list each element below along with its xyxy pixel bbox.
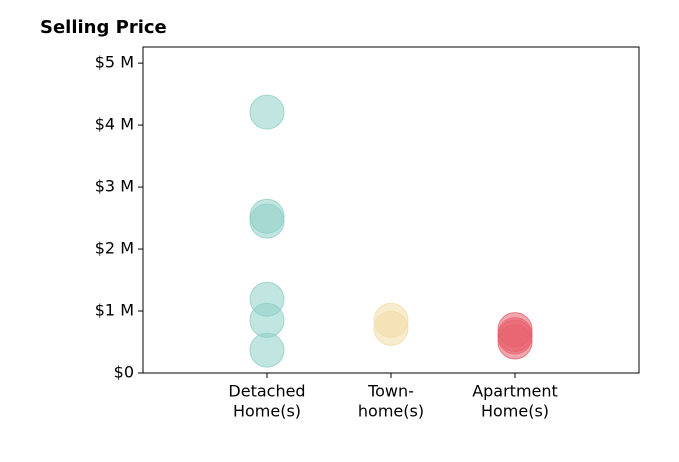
x-tick-label: Detached (228, 382, 305, 401)
x-tick-label: Town- (367, 382, 414, 401)
point (249, 302, 285, 338)
x-tick-label: home(s) (358, 402, 424, 421)
y-tick-label: $1 M (95, 301, 134, 320)
x-tick-label: Home(s) (481, 402, 549, 421)
x-tick-label: Apartment (472, 382, 558, 401)
point (249, 332, 285, 368)
x-tick-label: Home(s) (233, 402, 301, 421)
y-tick-label: $2 M (95, 239, 134, 258)
y-tick-label: $4 M (95, 115, 134, 134)
y-tick-label: $5 M (95, 53, 134, 72)
y-tick-label: $0 (114, 363, 134, 382)
point (497, 324, 533, 360)
chart-title: Selling Price (40, 17, 167, 38)
point (373, 310, 409, 346)
point (249, 203, 285, 239)
y-tick-label: $3 M (95, 177, 134, 196)
point (249, 94, 285, 130)
